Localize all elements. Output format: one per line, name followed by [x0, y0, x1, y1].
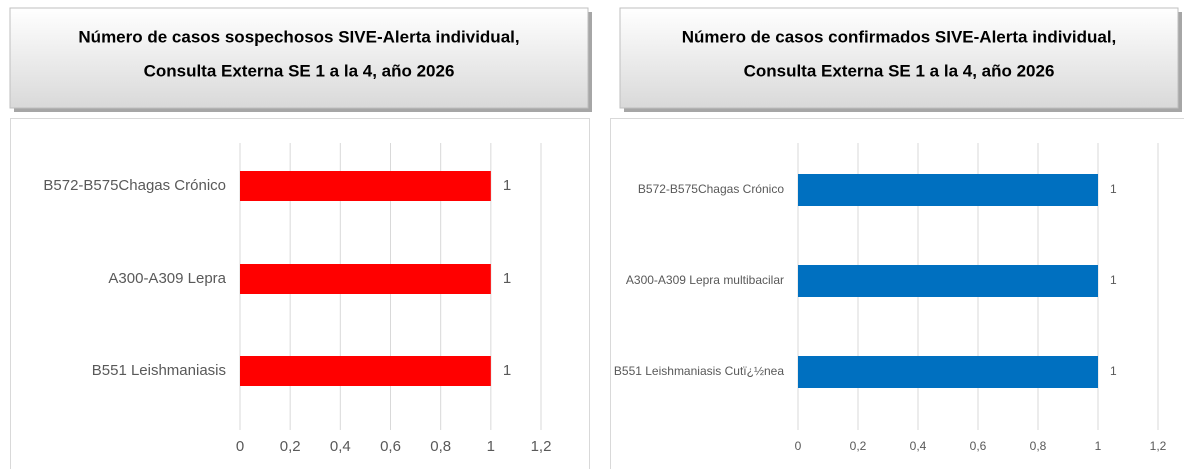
bar: [798, 265, 1098, 297]
header-box: [9, 7, 589, 109]
bar: [240, 356, 491, 386]
chart-title: Consulta Externa SE 1 a la 4, año 2026: [744, 61, 1055, 80]
bar: [240, 264, 491, 294]
y-tick-label: B551 Leishmaniasis Cutï¿½nea: [614, 364, 784, 378]
x-tick-label: 0,2: [280, 438, 301, 455]
x-tick-label: 0: [795, 439, 802, 453]
y-tick-label: B572-B575Chagas Crónico: [638, 182, 784, 196]
x-tick-label: 1,2: [1150, 439, 1167, 453]
y-tick-label: A300-A309 Lepra multibacilar: [626, 273, 784, 287]
chart-title: Número de casos confirmados SIVE-Alerta …: [682, 27, 1117, 46]
x-tick-label: 1,2: [531, 438, 552, 455]
data-label: 1: [1110, 273, 1117, 287]
bar: [240, 171, 491, 201]
x-tick-label: 0,8: [430, 438, 451, 455]
data-label: 1: [503, 177, 511, 194]
header-box: [619, 7, 1179, 109]
x-tick-label: 1: [1095, 439, 1102, 453]
x-tick-label: 0,4: [910, 439, 927, 453]
bar: [798, 174, 1098, 206]
chart-title: Número de casos sospechosos SIVE-Alerta …: [78, 27, 519, 46]
chart-title: Consulta Externa SE 1 a la 4, año 2026: [144, 61, 455, 80]
data-label: 1: [503, 362, 511, 379]
x-tick-label: 0: [236, 438, 244, 455]
data-label: 1: [1110, 182, 1117, 196]
x-tick-label: 0,4: [330, 438, 351, 455]
data-label: 1: [1110, 364, 1117, 378]
data-label: 1: [503, 270, 511, 287]
bar: [798, 356, 1098, 388]
x-tick-label: 1: [487, 438, 495, 455]
x-tick-label: 0,8: [1030, 439, 1047, 453]
y-tick-label: B572-B575Chagas Crónico: [43, 177, 226, 194]
x-tick-label: 0,2: [850, 439, 867, 453]
x-tick-label: 0,6: [380, 438, 401, 455]
y-tick-label: B551 Leishmaniasis: [92, 362, 226, 379]
y-tick-label: A300-A309 Lepra: [108, 270, 226, 287]
x-tick-label: 0,6: [970, 439, 987, 453]
